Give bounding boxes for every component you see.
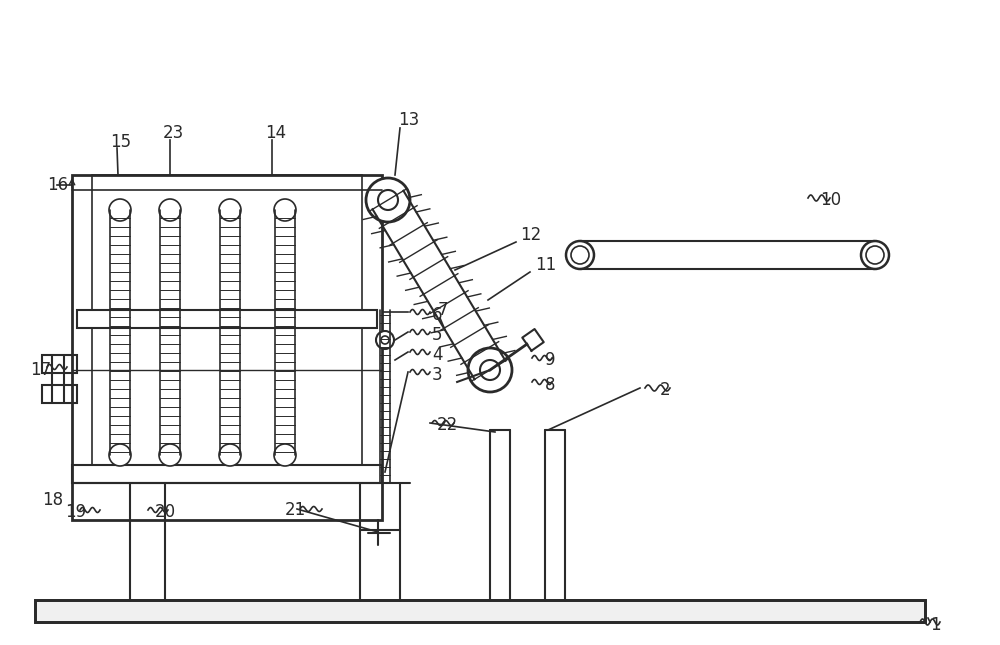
Circle shape	[109, 199, 131, 221]
Circle shape	[381, 336, 389, 344]
Text: 20: 20	[155, 503, 176, 521]
Text: 1: 1	[930, 616, 941, 634]
Bar	[72, 465, 382, 483]
Bar	[42, 355, 77, 373]
Text: 10: 10	[820, 191, 841, 209]
Text: 9: 9	[545, 351, 556, 369]
Circle shape	[861, 241, 889, 269]
Text: 12: 12	[520, 226, 541, 244]
Circle shape	[468, 348, 512, 392]
Text: 13: 13	[398, 111, 419, 129]
Text: 2: 2	[660, 381, 671, 399]
Circle shape	[109, 444, 131, 466]
Circle shape	[566, 241, 594, 269]
Circle shape	[159, 199, 181, 221]
Circle shape	[159, 444, 181, 466]
Circle shape	[219, 444, 241, 466]
Text: 5: 5	[432, 326, 442, 344]
Circle shape	[366, 178, 410, 222]
Text: 22: 22	[437, 416, 458, 434]
Bar	[77, 310, 377, 328]
Text: 19: 19	[65, 503, 86, 521]
Circle shape	[274, 199, 296, 221]
Text: 8: 8	[545, 376, 556, 394]
Text: 15: 15	[110, 133, 131, 151]
Text: 14: 14	[265, 124, 286, 142]
Text: 4: 4	[432, 346, 442, 364]
Text: 17: 17	[30, 361, 51, 379]
Circle shape	[219, 199, 241, 221]
Text: 16: 16	[47, 176, 68, 194]
Circle shape	[571, 246, 589, 264]
Text: 7: 7	[438, 301, 448, 319]
Text: 18: 18	[42, 491, 63, 509]
Text: 23: 23	[163, 124, 184, 142]
Bar	[35, 600, 925, 622]
Text: 21: 21	[285, 501, 306, 519]
Bar	[35, 600, 925, 622]
Circle shape	[480, 360, 500, 380]
Circle shape	[866, 246, 884, 264]
Text: 6: 6	[432, 306, 442, 324]
Text: 3: 3	[432, 366, 443, 384]
Circle shape	[378, 190, 398, 210]
Circle shape	[274, 444, 296, 466]
Text: 11: 11	[535, 256, 556, 274]
Bar	[72, 175, 382, 520]
Circle shape	[376, 331, 394, 349]
Bar	[42, 385, 77, 403]
